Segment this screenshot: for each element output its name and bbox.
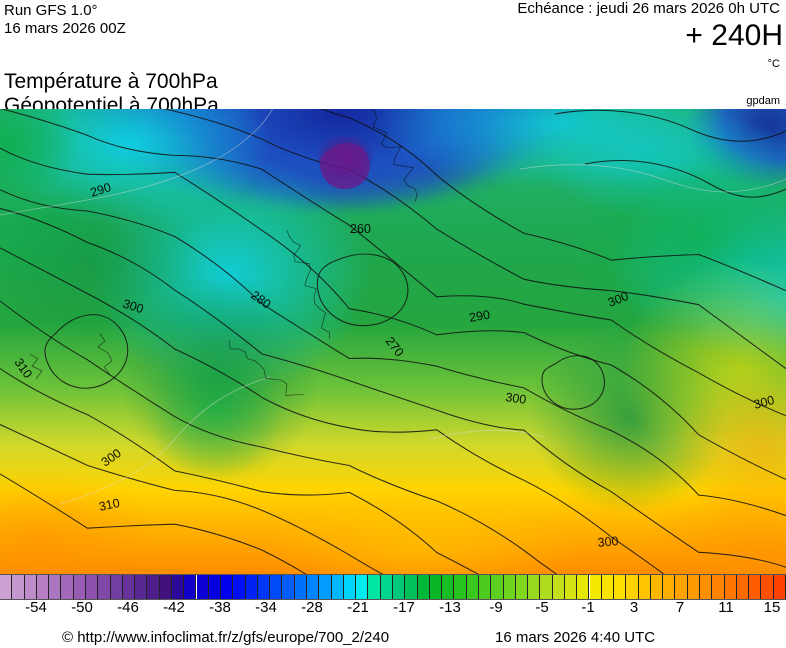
- svg-text:260: 260: [350, 222, 371, 236]
- svg-text:300: 300: [505, 390, 528, 407]
- svg-text:300: 300: [597, 534, 619, 550]
